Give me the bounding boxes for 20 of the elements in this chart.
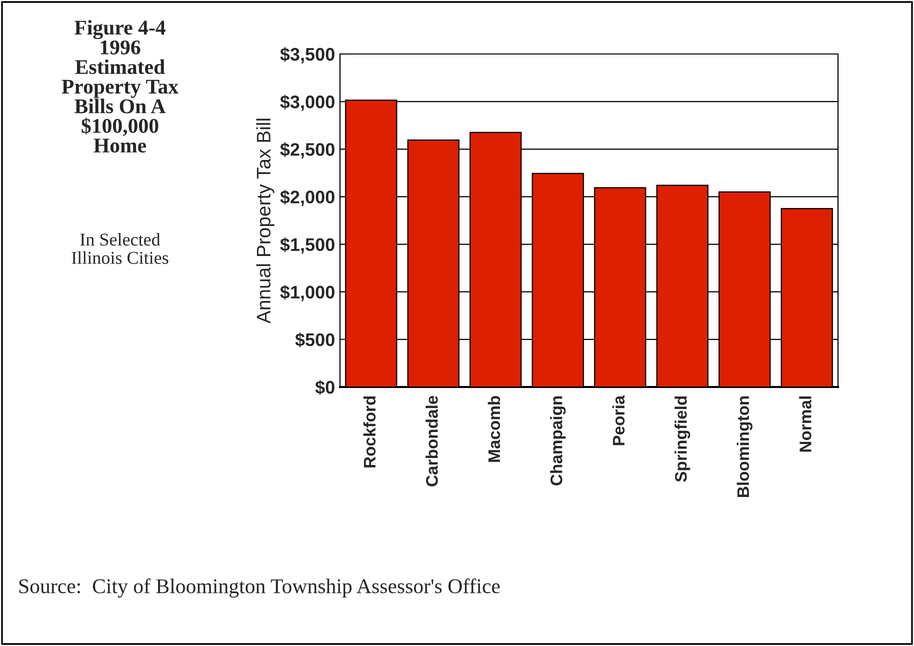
text: Figure 4-4 1996 Estimated Property Tax Bills On A $100,000 Home (62, 20, 178, 153)
x-tick-label: Macomb (488, 396, 500, 462)
y-tick-label: $0 (315, 380, 334, 395)
x-tick-label: Rockford (363, 396, 376, 468)
x-tick-label: Carbondale (426, 396, 438, 486)
y-axis-title: Annual Property Tax Bill (256, 118, 274, 324)
text: In Selected Illinois Cities (72, 233, 168, 264)
source-note: Source: City of Bloomington Township Assessor's Office (19, 578, 500, 598)
x-tick-label: Peoria (612, 395, 625, 446)
y-tick-label: $1,500 (280, 237, 334, 254)
y-tick-label: $500 (295, 332, 334, 348)
x-tick-label: Springfield (674, 396, 690, 482)
y-tick-label: $2,000 (280, 190, 334, 206)
y-tick-label: $2,500 (280, 142, 334, 158)
x-tick-label: Bloomington (736, 396, 752, 497)
y-tick-label: $3,000 (280, 94, 334, 111)
x-tick-label: Normal (799, 396, 812, 452)
x-tick-label: Champaign (550, 396, 566, 486)
y-tick-label: $3,500 (280, 47, 334, 64)
y-tick-label: $1,000 (280, 285, 334, 302)
